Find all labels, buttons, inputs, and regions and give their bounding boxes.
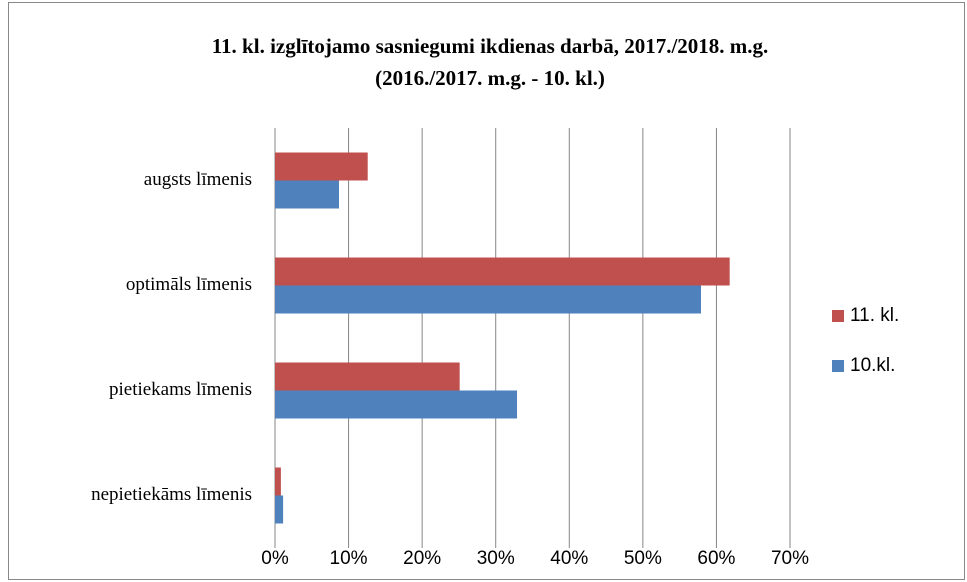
x-tick-label: 40% <box>550 548 588 569</box>
x-tick-label: 0% <box>261 548 289 569</box>
bar <box>275 390 518 419</box>
legend-swatch <box>832 360 844 372</box>
y-tick-label: optimāls līmenis <box>126 274 252 295</box>
chart-title: (2016./2017. m.g. - 10. kl.) <box>375 66 605 90</box>
bar <box>275 152 368 181</box>
y-tick-label: pietiekams līmenis <box>109 379 252 400</box>
x-tick-label: 30% <box>477 548 515 569</box>
bar <box>275 362 460 391</box>
bar <box>275 495 284 524</box>
x-tick-label: 20% <box>403 548 441 569</box>
legend-label: 10.kl. <box>850 355 895 376</box>
x-tick-label: 10% <box>330 548 368 569</box>
bar <box>275 285 701 314</box>
legend-swatch <box>832 310 844 322</box>
bar <box>275 257 730 286</box>
y-tick-label: augsts līmenis <box>144 169 252 190</box>
x-tick-label: 50% <box>624 548 662 569</box>
chart-title: 11. kl. izglītojamo sasniegumi ikdienas … <box>212 34 769 58</box>
x-tick-label: 70% <box>771 548 809 569</box>
y-tick-label: nepietiekāms līmenis <box>91 484 252 505</box>
bar <box>275 467 281 496</box>
legend-label: 11. kl. <box>850 305 899 326</box>
bar <box>275 180 340 209</box>
x-tick-label: 60% <box>697 548 735 569</box>
